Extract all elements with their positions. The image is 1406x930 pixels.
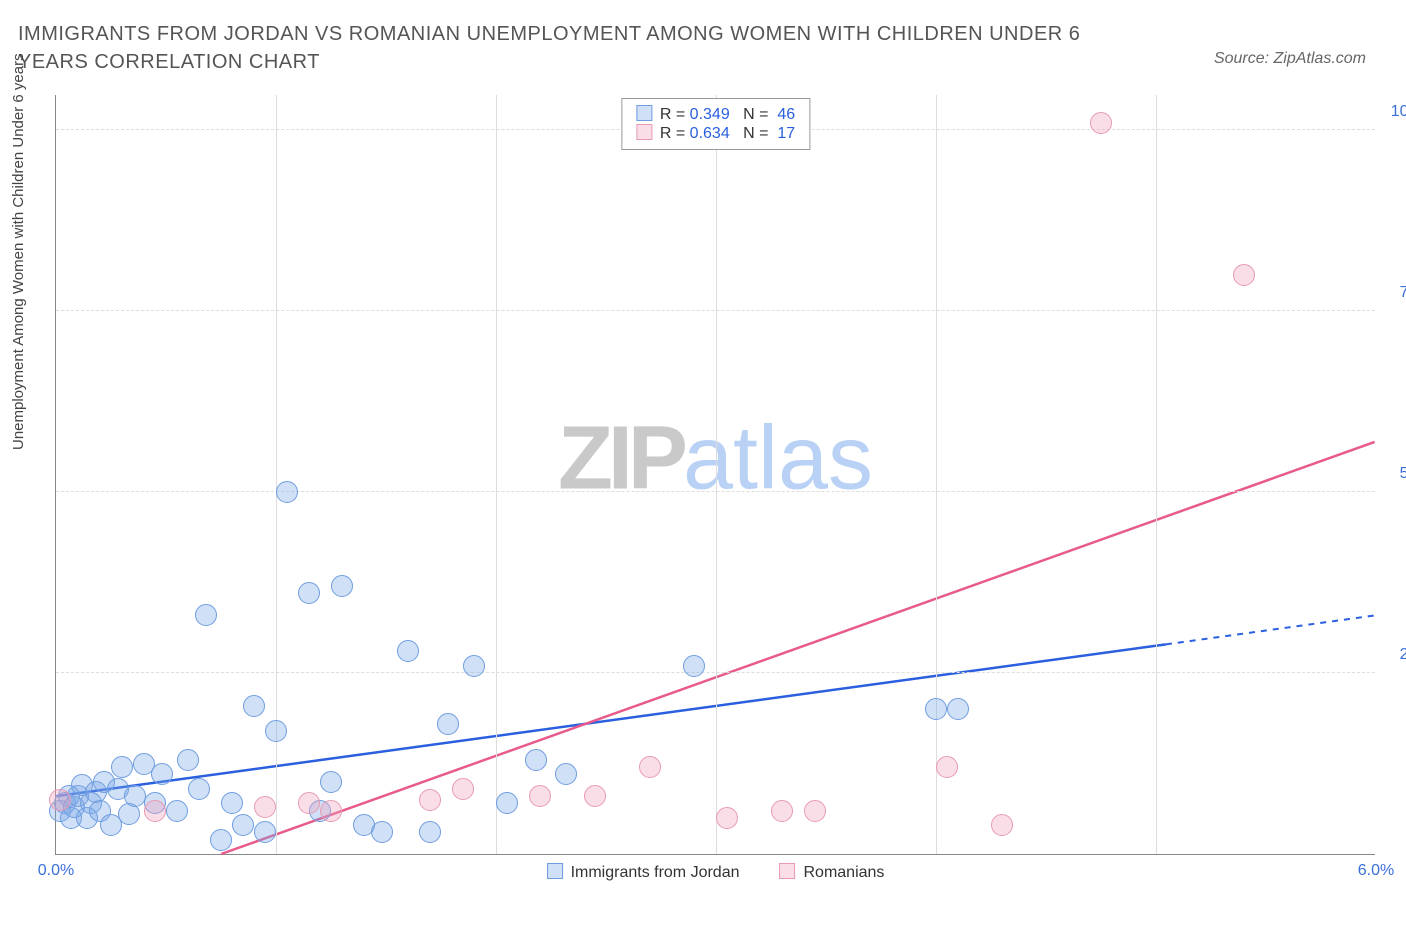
data-point-pink [452,778,474,800]
data-point-blue [419,821,441,843]
data-point-blue [683,655,705,677]
data-point-pink [639,756,661,778]
data-point-pink [1233,264,1255,286]
x-tick-label: 6.0% [1358,862,1394,880]
data-point-blue [210,829,232,851]
legend-item: Romanians [780,864,885,881]
data-point-pink [320,800,342,822]
data-point-pink [419,789,441,811]
data-point-blue [947,698,969,720]
y-axis-label: Unemployment Among Women with Children U… [10,53,27,450]
data-point-pink [716,807,738,829]
chart-title: IMMIGRANTS FROM JORDAN VS ROMANIAN UNEMP… [18,20,1118,76]
data-point-blue [496,792,518,814]
gridline-v [496,95,497,854]
data-point-pink [584,785,606,807]
data-point-blue [243,695,265,717]
data-point-blue [195,604,217,626]
legend-stat-row: R = 0.349 N = 46 [636,105,795,124]
legend-item: Immigrants from Jordan [547,864,740,881]
data-point-pink [49,789,71,811]
data-point-blue [320,771,342,793]
scatter-plot: ZIPatlas R = 0.349 N = 46R = 0.634 N = 1… [55,95,1375,855]
data-point-blue [177,749,199,771]
data-point-pink [254,796,276,818]
data-point-blue [151,763,173,785]
data-point-blue [371,821,393,843]
data-point-blue [232,814,254,836]
gridline-v [716,95,717,854]
data-point-blue [331,575,353,597]
y-tick-label: 25.0% [1385,646,1406,664]
legend-stats: R = 0.349 N = 46R = 0.634 N = 17 [621,98,810,150]
legend-stat-row: R = 0.634 N = 17 [636,124,795,143]
data-point-pink [991,814,1013,836]
data-point-blue [276,481,298,503]
data-point-blue [111,756,133,778]
y-tick-label: 75.0% [1385,284,1406,302]
data-point-pink [771,800,793,822]
data-point-blue [925,698,947,720]
data-point-blue [188,778,210,800]
data-point-blue [437,713,459,735]
source-attribution: Source: ZipAtlas.com [1214,50,1366,68]
y-tick-label: 50.0% [1385,465,1406,483]
data-point-blue [298,582,320,604]
data-point-blue [221,792,243,814]
data-point-blue [555,763,577,785]
data-point-pink [298,792,320,814]
data-point-pink [529,785,551,807]
data-point-blue [265,720,287,742]
data-point-blue [124,785,146,807]
gridline-v [936,95,937,854]
legend-series: Immigrants from Jordan Romanians [547,863,885,882]
data-point-pink [1090,112,1112,134]
x-tick-label: 0.0% [38,862,74,880]
data-point-blue [397,640,419,662]
data-point-pink [936,756,958,778]
data-point-blue [525,749,547,771]
data-point-blue [166,800,188,822]
data-point-blue [254,821,276,843]
y-tick-label: 100.0% [1385,103,1406,121]
data-point-blue [463,655,485,677]
data-point-pink [804,800,826,822]
gridline-v [1156,95,1157,854]
data-point-pink [144,800,166,822]
